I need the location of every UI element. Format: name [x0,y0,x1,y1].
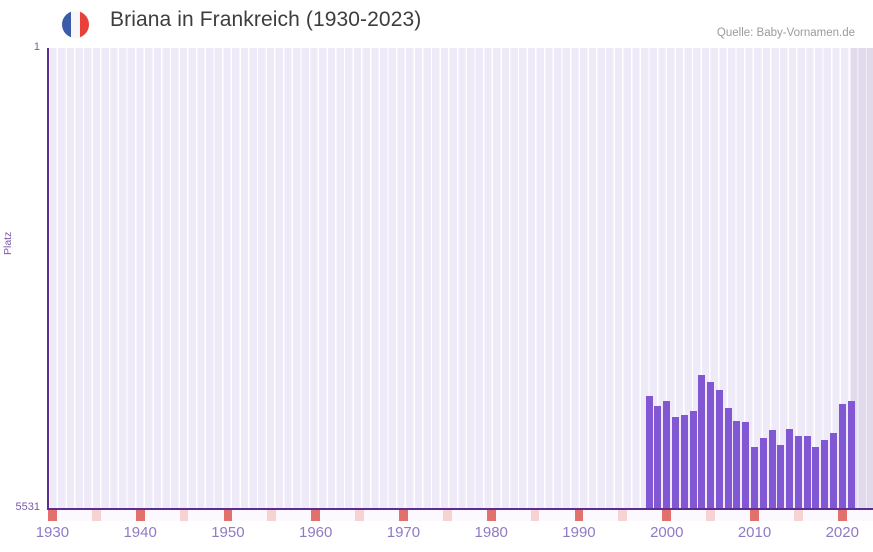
bar [768,429,776,509]
bar [777,444,785,509]
x-tick-minor [530,510,540,521]
x-tick-minor [91,510,101,521]
bar [680,414,688,509]
bar [829,433,837,509]
flag-band-white [70,11,80,38]
x-tick-major [662,510,672,521]
bar [707,382,715,509]
flag-band-blue [62,11,71,38]
x-axis-labels: 1930 1940 1950 1960 1970 1980 1990 2000 2010 2020 [36,524,873,552]
x-axis-tick-label: 1960 [298,524,333,541]
x-tick-major [311,510,321,521]
x-tick-minor [618,510,628,521]
bar [724,408,732,509]
x-tick-major [486,510,496,521]
bar [794,436,802,509]
bar [715,389,723,509]
bar [733,421,741,509]
bar [786,428,794,509]
bar [759,438,767,509]
bar [645,396,653,509]
flag-france-circle-icon [62,11,89,38]
y-axis-tick-bottom: 5531 [15,501,40,513]
bar [689,410,697,509]
x-tick-major [399,510,408,521]
x-tick-minor [267,510,277,521]
page-title: Briana in Frankreich (1930-2023) [110,8,422,31]
flag-band-red [79,11,89,38]
x-tick-minor [355,510,364,521]
x-axis-tick-label: 1940 [123,524,157,541]
bar [847,400,855,509]
x-tick-minor [794,510,803,521]
x-axis-tick-label: 1930 [35,524,70,541]
bar [838,403,846,509]
bar [742,422,750,509]
bar [812,447,820,509]
bar [698,374,706,509]
x-tick-minor [179,510,189,521]
bar [672,417,680,509]
y-axis-line [47,48,49,510]
x-axis-line [47,508,873,510]
x-axis-tick-label: 2020 [825,524,859,541]
bar [654,405,662,509]
x-axis-tick-label: 1950 [211,524,245,541]
bar [751,447,759,509]
x-axis-tick-label: 2000 [650,524,684,541]
x-tick-minor [442,510,452,521]
y-axis-tick-top: 1 [33,41,40,53]
plot-area [48,48,873,509]
y-axis-title: Platz [2,231,14,255]
x-axis-tick-label: 1970 [386,524,421,541]
x-axis-tick-label: 2010 [737,524,772,541]
chart-header: Briana in Frankreich (1930-2023) Quelle:… [0,0,873,44]
x-tick-major [574,510,584,521]
x-axis-tick-label: 1980 [474,524,508,541]
x-tick-major [837,510,847,521]
bar [663,400,671,509]
x-tick-major [750,510,759,521]
x-tick-major [223,510,233,521]
source-attribution: Quelle: Baby-Vornamen.de [716,27,855,39]
x-tick-minor [706,510,715,521]
x-tick-major [135,510,145,521]
x-tick-major [48,510,57,521]
x-axis-tick-label: 1990 [562,524,596,541]
bar [821,439,829,509]
bar [803,435,811,509]
x-axis-tick-strip [48,510,873,521]
